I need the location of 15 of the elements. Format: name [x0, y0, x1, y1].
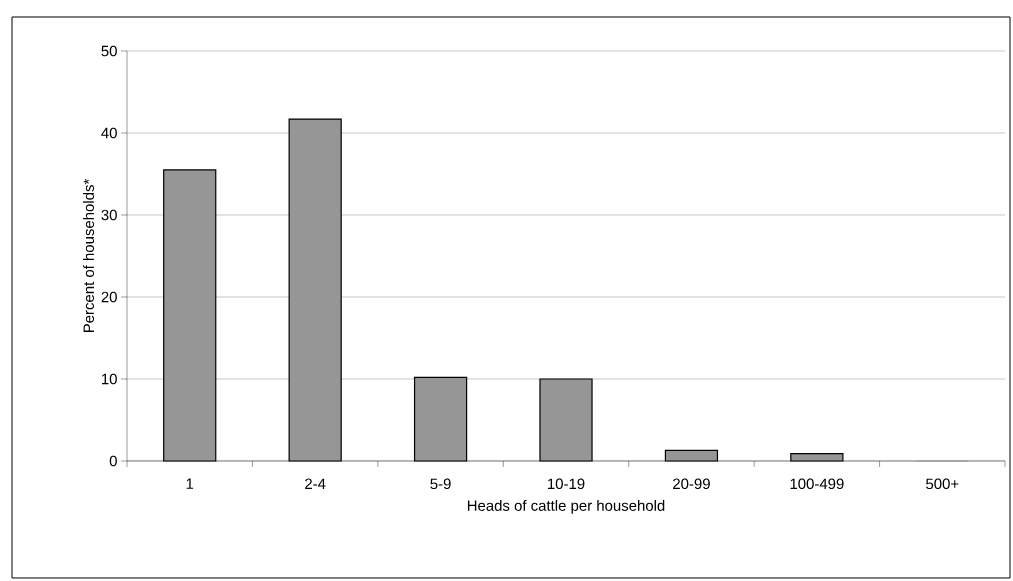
- x-tick-label: 10-19: [548, 478, 585, 490]
- x-axis-title: Heads of cattle per household: [467, 499, 665, 514]
- x-tick-label: 20-99: [673, 478, 710, 490]
- x-tick-label: 1: [186, 478, 194, 489]
- x-tick-label: 2-4: [305, 478, 326, 489]
- x-tick-label: 100-499: [790, 478, 844, 490]
- y-tick-label: 50: [101, 45, 117, 57]
- x-tick-label: 5-9: [430, 478, 451, 490]
- y-tick-label: 0: [109, 455, 117, 467]
- y-tick-label: 20: [101, 291, 117, 303]
- y-tick-label: 40: [101, 127, 117, 139]
- y-tick-label: 30: [101, 209, 117, 221]
- x-tick-label: 500+: [926, 478, 959, 490]
- y-tick-label: 10: [102, 373, 117, 385]
- y-axis-title: Percent of households*: [83, 178, 95, 333]
